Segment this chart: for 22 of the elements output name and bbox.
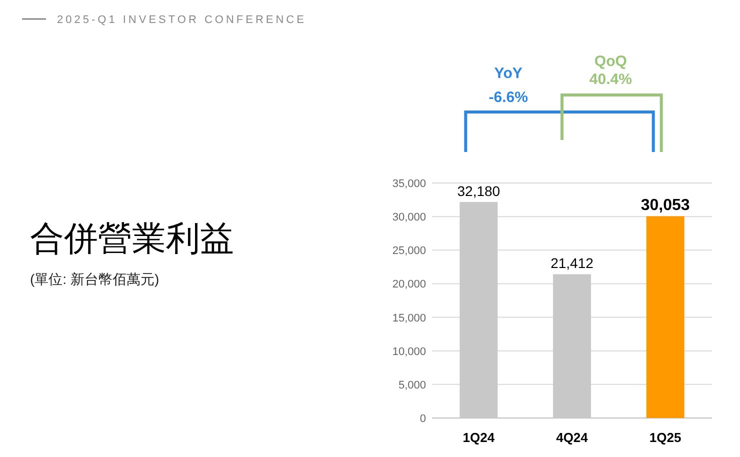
x-tick-label: 4Q24 [556, 430, 589, 445]
y-tick-label: 5,000 [398, 379, 426, 392]
data-label: 30,053 [640, 197, 690, 214]
text: QoQ [594, 53, 628, 70]
y-tick-label: 30,000 [392, 212, 426, 224]
x-tick-label: 1Q25 [649, 430, 682, 445]
x-tick-label: 1Q24 [462, 430, 496, 445]
y-tick-label: 20,000 [392, 278, 426, 291]
text: YoY [494, 65, 522, 82]
text: (單位: 新台幣佰萬元) [30, 271, 160, 287]
y-tick-label: 0 [420, 413, 426, 425]
y-tick-label: 10,000 [392, 346, 426, 358]
y-tick-label: 15,000 [392, 312, 426, 324]
text: 40.4% [589, 71, 632, 88]
text: 2025-Q1 INVESTOR CONFERENCE [57, 14, 306, 26]
data-label: 32,180 [457, 182, 500, 199]
bar [646, 216, 684, 418]
text: -6.6% [488, 89, 528, 106]
data-label: 21,412 [550, 255, 594, 272]
y-tick-label: 25,000 [392, 245, 426, 258]
y-tick-label: 35,000 [392, 178, 426, 190]
text: 合併營業利益 [30, 220, 234, 258]
